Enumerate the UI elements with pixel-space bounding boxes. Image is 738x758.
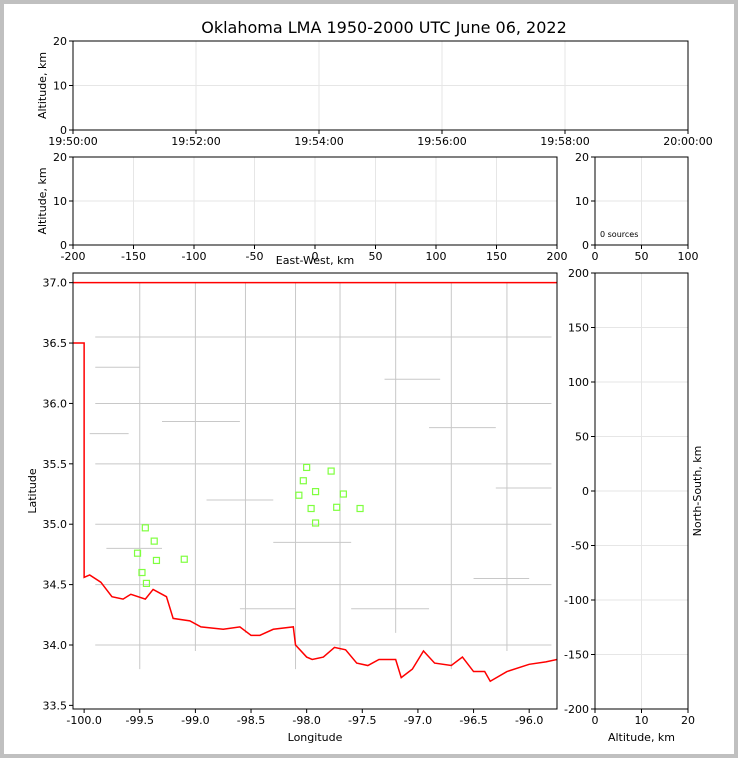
station-marker xyxy=(180,555,188,563)
plan-view-map-panel: -100.0 -99.5 -99.0 -98.5 -98.0 -97.5 -97.0 -96.… xyxy=(26,272,558,744)
x-tick-label: 150 xyxy=(486,250,507,263)
map-layer xyxy=(73,281,557,683)
figure-frame: Oklahoma LMA 1950-2000 UTC June 06, 2022… xyxy=(4,4,734,754)
y-tick-label: 0 xyxy=(582,485,589,498)
y-tick-label: 35.5 xyxy=(43,458,68,471)
y-tick-label: 100 xyxy=(568,376,589,389)
station-marker xyxy=(333,503,341,511)
station-marker xyxy=(307,504,315,513)
y-tick-label: 37.0 xyxy=(43,277,68,290)
x-tick-label: -150 xyxy=(121,250,146,263)
station-marker xyxy=(133,549,142,557)
y-tick-label: -100 xyxy=(564,594,589,607)
state-border xyxy=(73,342,557,683)
x-tick-label: 19:56:00 xyxy=(417,135,466,148)
y-tick-label: 200 xyxy=(568,267,589,280)
y-tick-label: 35.0 xyxy=(43,518,68,531)
x-tick-label: -96.5 xyxy=(459,714,487,727)
y-tick-label: -200 xyxy=(564,703,589,716)
figure-title: Oklahoma LMA 1950-2000 UTC June 06, 2022 xyxy=(201,18,567,37)
x-tick-label: -99.5 xyxy=(126,714,154,727)
x-tick-label: 100 xyxy=(678,250,699,263)
x-tick-label: -50 xyxy=(246,250,264,263)
x-tick-label: -98.0 xyxy=(292,714,320,727)
y-tick-label: 10 xyxy=(53,80,67,93)
x-tick-label: 200 xyxy=(547,250,568,263)
x-tick-label: 19:58:00 xyxy=(540,135,589,148)
y-tick-label: 36.0 xyxy=(43,397,68,410)
x-tick-label: -98.5 xyxy=(237,714,265,727)
x-axis-label: Altitude, km xyxy=(608,731,675,744)
x-tick-label: -97.5 xyxy=(348,714,376,727)
y-axis-label: North-South, km xyxy=(691,446,704,537)
y-tick-label: 20 xyxy=(575,151,589,164)
y-tick-label: 150 xyxy=(568,322,589,335)
x-tick-label: 19:50:00 xyxy=(48,135,97,148)
altitude-histogram-panel: 0 50 100 0 10 20 0 sources xyxy=(575,151,699,263)
y-tick-label: 36.5 xyxy=(43,337,68,350)
station-marker xyxy=(142,579,151,587)
altitude-time-panel: 19:50:00 19:52:00 19:54:00 19:56:00 19:58:00… xyxy=(36,35,713,148)
station-marker xyxy=(339,490,347,498)
x-tick-label: 0 xyxy=(592,250,599,263)
station-marker xyxy=(311,488,320,496)
altitude-east-west-panel: -200 -150 -100 -50 0 50 100 150 200 0 10 20 East-Wes… xyxy=(36,151,568,267)
x-tick-label: -96.0 xyxy=(515,714,543,727)
y-tick-label: 0 xyxy=(582,239,589,252)
station-marker xyxy=(295,491,303,499)
station-marker xyxy=(303,463,311,472)
x-tick-label: 50 xyxy=(369,250,383,263)
station-marker xyxy=(152,556,161,565)
source-count-annotation: 0 sources xyxy=(600,230,638,239)
station-marker xyxy=(299,477,307,485)
y-tick-label: 33.5 xyxy=(43,699,68,712)
y-tick-label: -150 xyxy=(564,649,589,662)
x-tick-label: -97.0 xyxy=(404,714,432,727)
lma-figure: Oklahoma LMA 1950-2000 UTC June 06, 2022… xyxy=(26,18,713,744)
x-tick-label: 10 xyxy=(635,714,649,727)
station-marker xyxy=(356,504,364,513)
x-tick-label: 50 xyxy=(635,250,649,263)
x-tick-label: -100 xyxy=(182,250,207,263)
x-axis-label: Longitude xyxy=(288,731,343,744)
y-tick-label: 20 xyxy=(53,35,67,48)
y-tick-label: 0 xyxy=(60,124,67,137)
y-axis-label: Latitude xyxy=(26,468,39,514)
y-tick-label: 34.0 xyxy=(43,639,68,652)
station-marker xyxy=(311,519,320,527)
x-tick-label: 0 xyxy=(592,714,599,727)
y-tick-label: 34.5 xyxy=(43,579,68,592)
x-tick-label: 19:52:00 xyxy=(171,135,220,148)
y-tick-label: -50 xyxy=(571,540,589,553)
y-tick-label: 10 xyxy=(575,195,589,208)
x-tick-label: -200 xyxy=(61,250,86,263)
x-tick-label: -99.0 xyxy=(181,714,209,727)
y-tick-label: 50 xyxy=(575,431,589,444)
axes-frame xyxy=(72,272,558,710)
x-tick-label: 0 xyxy=(312,250,319,263)
y-tick-label: 10 xyxy=(53,195,67,208)
y-tick-label: 20 xyxy=(53,151,67,164)
x-tick-label: 100 xyxy=(426,250,447,263)
x-tick-label: -100.0 xyxy=(66,714,101,727)
y-axis-label: Altitude, km xyxy=(36,167,49,234)
x-axis-label: East-West, km xyxy=(276,254,354,267)
north-south-altitude-panel: 0 10 20 -200 -150 -100 -50 0 50 100 150 200 Altitude… xyxy=(564,267,704,744)
station-marker xyxy=(150,537,158,545)
x-tick-label: 20:00:00 xyxy=(663,135,712,148)
y-axis-label: Altitude, km xyxy=(36,52,49,119)
x-tick-label: 19:54:00 xyxy=(294,135,343,148)
x-tick-label: 20 xyxy=(681,714,695,727)
station-marker xyxy=(141,524,149,532)
station-marker xyxy=(138,568,146,577)
y-tick-label: 0 xyxy=(60,239,67,252)
station-marker xyxy=(327,467,335,475)
